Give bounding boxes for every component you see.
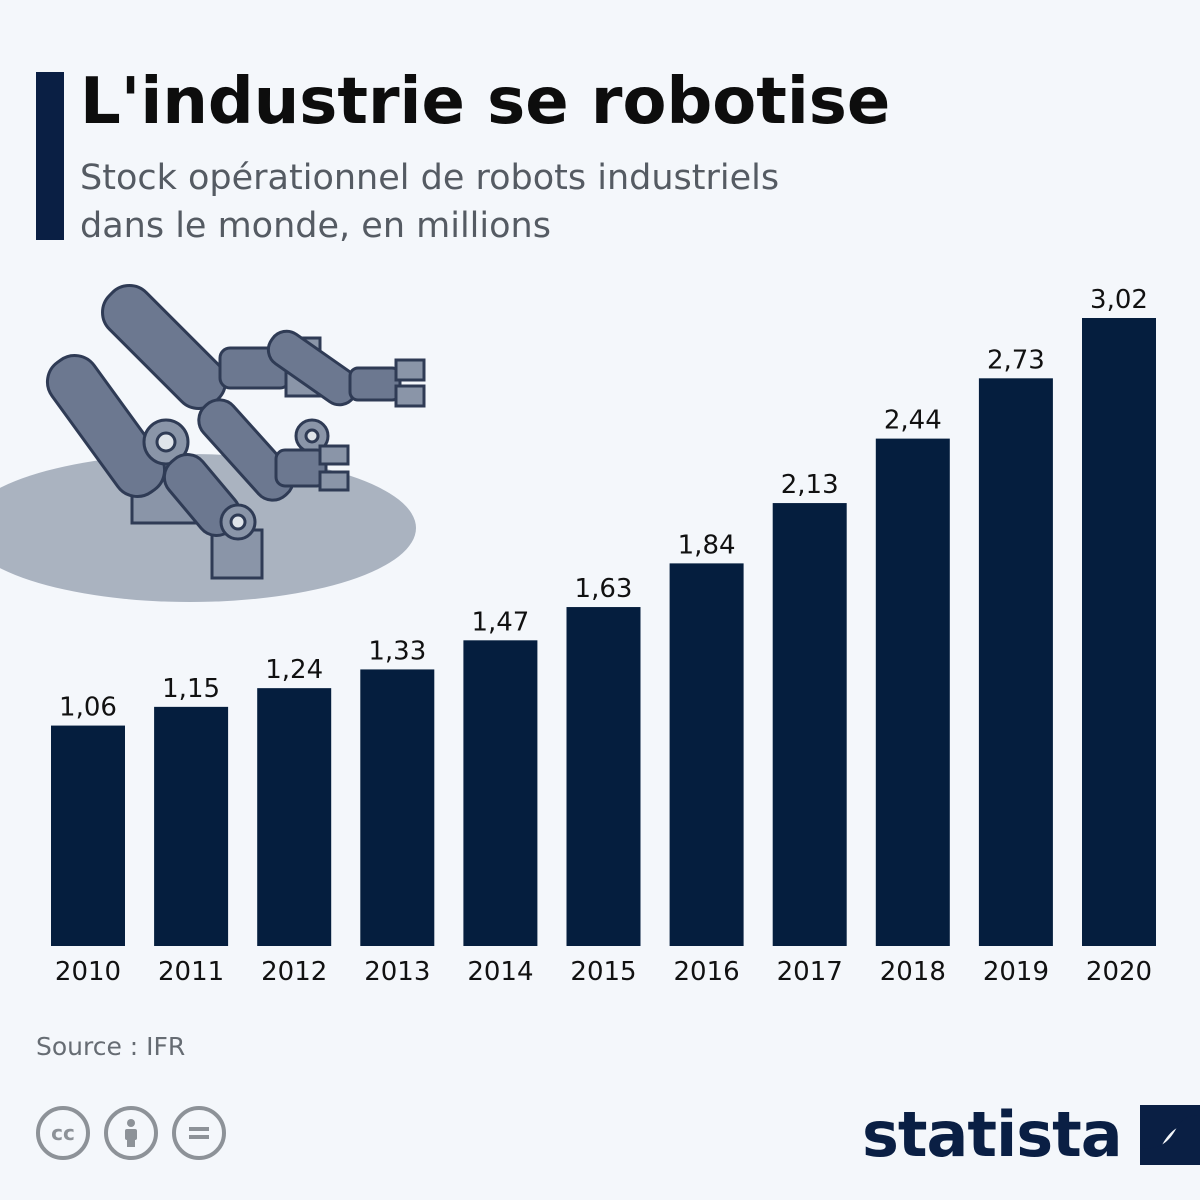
x-tick-label-2010: 2010 (55, 957, 121, 987)
bar-2017 (772, 503, 847, 946)
data-label-2018: 2,44 (884, 406, 942, 436)
x-tick-label-2020: 2020 (1086, 957, 1152, 987)
statista-logo[interactable]: statista (862, 1098, 1200, 1171)
bar-2016 (669, 563, 744, 946)
attribution-icon[interactable] (104, 1106, 158, 1160)
x-tick-label-2018: 2018 (880, 957, 946, 987)
bar-2011 (154, 706, 229, 946)
bar-2020 (1082, 318, 1156, 946)
chart-subtitle: Stock opérationnel de robots industriels… (80, 158, 780, 246)
data-label-2016: 1,84 (678, 530, 736, 560)
bar-2018 (875, 438, 950, 946)
x-tick-label-2019: 2019 (983, 957, 1049, 987)
x-tick-label-2017: 2017 (777, 957, 843, 987)
data-label-2017: 2,13 (781, 470, 839, 500)
data-label-2019: 2,73 (987, 345, 1045, 375)
x-tick-label-2015: 2015 (570, 957, 636, 987)
data-label-2013: 1,33 (368, 636, 426, 666)
bar-chart: 1,06 2010 1,15 2011 1,24 2012 1,33 2013 1,47 2014… (51, 285, 1156, 987)
data-label-2020: 3,02 (1090, 285, 1148, 315)
bar-2010 (51, 725, 125, 946)
data-label-2015: 1,63 (575, 574, 633, 604)
bar-2015 (566, 607, 641, 946)
x-tick-label-2014: 2014 (467, 957, 533, 987)
bar-2012 (257, 688, 332, 946)
robot-arm-small (162, 398, 350, 580)
cc-icon[interactable]: cc (36, 1106, 90, 1160)
data-label-2012: 1,24 (265, 655, 323, 685)
title-accent-bar (36, 72, 64, 240)
bar-2019 (978, 378, 1053, 946)
robot-arms-illustration (0, 284, 426, 602)
bar-2013 (360, 669, 435, 946)
no-derivatives-icon[interactable] (172, 1106, 226, 1160)
statista-logo-icon (1139, 1104, 1200, 1165)
data-label-2010: 1,06 (59, 693, 117, 723)
x-tick-label-2016: 2016 (674, 957, 740, 987)
data-label-2014: 1,47 (471, 607, 529, 637)
brand-name: statista (862, 1098, 1123, 1171)
x-tick-label-2012: 2012 (261, 957, 327, 987)
robot-arm-right (266, 329, 426, 408)
chart-title: L'industrie se robotise (80, 65, 891, 139)
license-icons: cc (36, 1106, 226, 1160)
x-tick-label-2011: 2011 (158, 957, 224, 987)
source-note: Source : IFR (36, 1032, 186, 1061)
bar-2014 (463, 640, 538, 946)
data-label-2011: 1,15 (162, 674, 220, 704)
x-tick-label-2013: 2013 (364, 957, 430, 987)
